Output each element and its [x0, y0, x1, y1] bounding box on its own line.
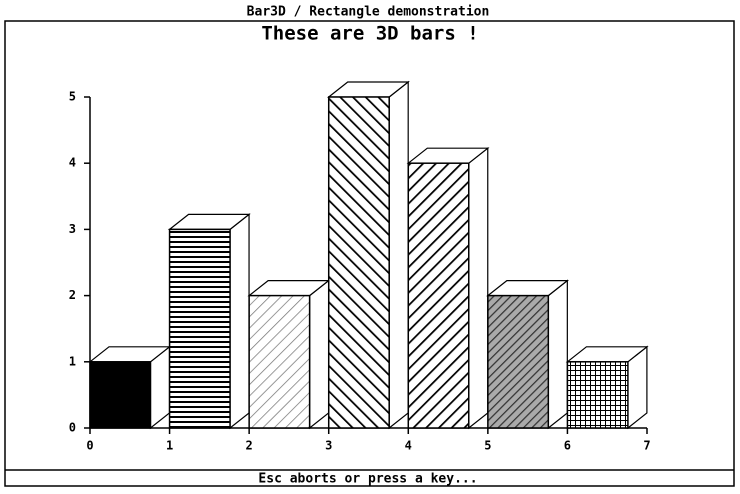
y-tick-label: 5 [69, 90, 76, 104]
status-text: Esc aborts or press a key... [258, 472, 477, 487]
x-tick-label: 0 [86, 439, 93, 453]
window-frame [4, 20, 735, 487]
bar [327, 96, 390, 429]
bar-side [229, 213, 250, 430]
bar [168, 228, 231, 429]
y-tick-label: 3 [69, 222, 76, 236]
x-tick-label: 5 [484, 439, 491, 453]
window-title: Bar3D / Rectangle demonstration [247, 5, 490, 20]
x-tick-label: 3 [325, 439, 332, 453]
bar [248, 294, 311, 429]
bar [407, 162, 470, 429]
bar-side [388, 80, 409, 430]
y-tick-label: 4 [69, 156, 76, 170]
x-tick-label: 1 [166, 439, 173, 453]
bar-side [547, 279, 568, 430]
bar-side [468, 146, 489, 430]
bar [566, 361, 629, 429]
bar-side [309, 279, 330, 430]
x-tick-label: 6 [564, 439, 571, 453]
x-tick-label: 4 [405, 439, 412, 453]
bar [89, 361, 152, 429]
y-tick-label: 2 [69, 288, 76, 302]
bar [487, 294, 550, 429]
y-tick-label: 0 [69, 421, 76, 435]
y-tick-label: 1 [69, 354, 76, 368]
chart-title: These are 3D bars ! [261, 23, 478, 45]
x-tick-label: 7 [643, 439, 650, 453]
x-tick-label: 2 [246, 439, 253, 453]
